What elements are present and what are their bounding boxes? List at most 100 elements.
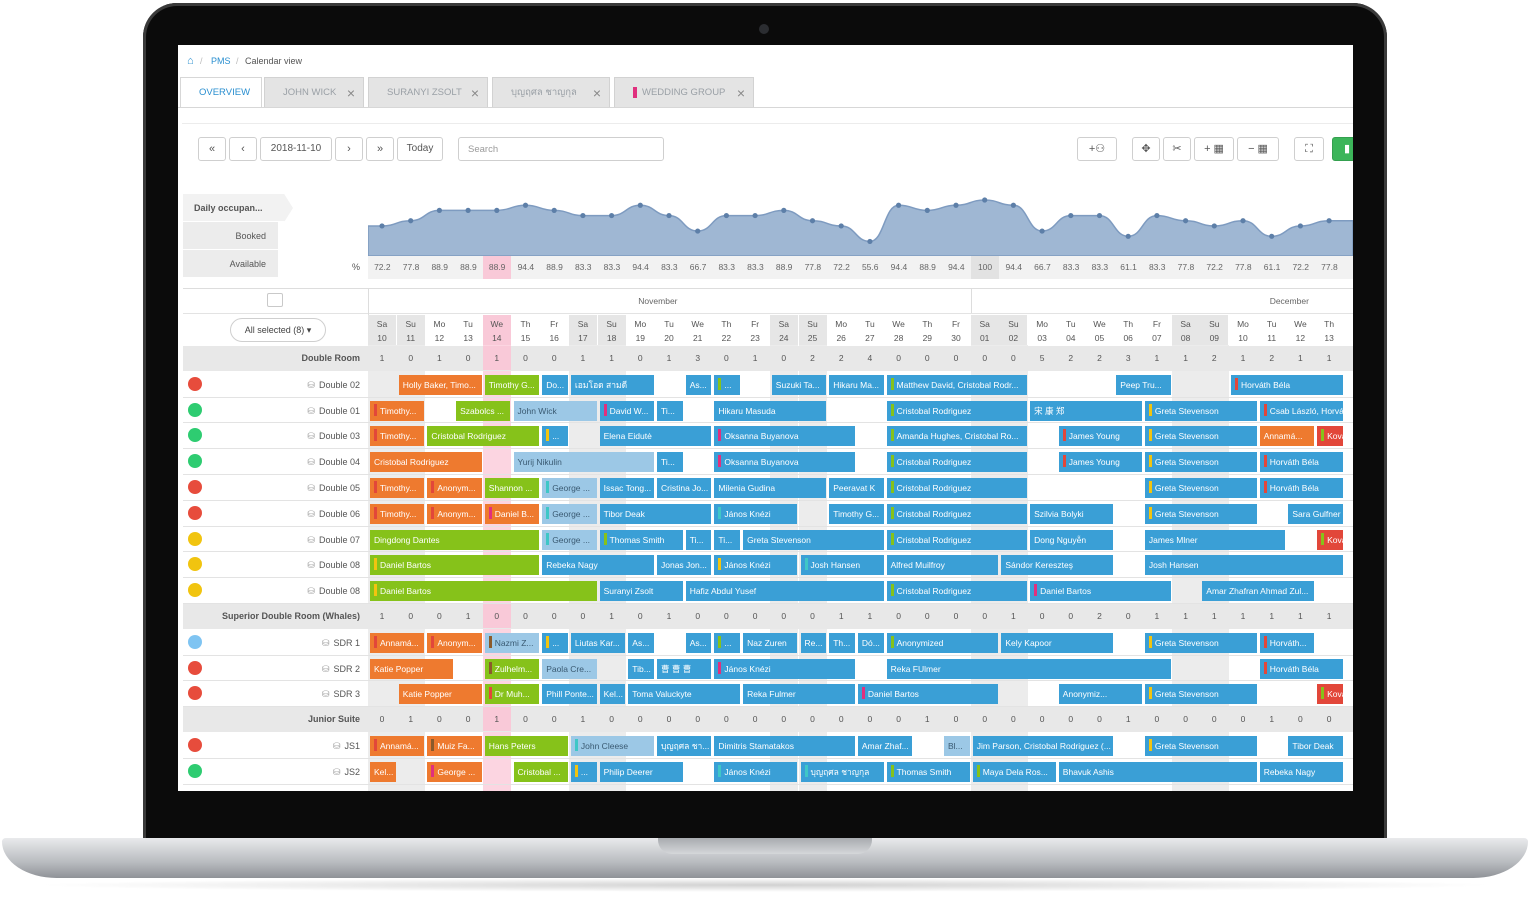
booking-bar[interactable]: Tibor Deak	[599, 503, 712, 524]
close-icon[interactable]: ×	[346, 85, 355, 101]
add-guest-button[interactable]: +⚇	[1077, 137, 1117, 161]
booking-bar[interactable]: James Young	[1058, 452, 1142, 473]
booking-bar[interactable]: Paola Cre...	[542, 658, 597, 679]
booking-bar[interactable]: Kel...	[370, 761, 396, 782]
date-field[interactable]: 2018-11-10	[260, 137, 332, 161]
booking-bar[interactable]: Cristobal ...	[513, 761, 568, 782]
booking-bar[interactable]: Elena Eidutė	[599, 426, 712, 447]
booking-bar[interactable]: Issac Tong...	[599, 478, 654, 498]
booking-bar[interactable]: Katie Popper	[370, 658, 454, 679]
booking-bar[interactable]: John Cleese	[570, 736, 654, 756]
booking-bar[interactable]: Milenia Gudina	[714, 478, 827, 498]
booking-bar[interactable]: Hans Peters	[484, 736, 568, 756]
booking-bar[interactable]: Josh Hansen	[1144, 555, 1343, 576]
booking-bar[interactable]: Sara Gulfner	[1288, 503, 1343, 524]
chevron-left-icon[interactable]: ‹	[229, 137, 257, 161]
booking-bar[interactable]: Re...	[800, 632, 827, 653]
booking-bar[interactable]: János Knézi	[714, 761, 798, 782]
booking-bar[interactable]: Shannon ...	[484, 478, 540, 498]
breadcrumb-pms[interactable]: PMS	[211, 56, 231, 66]
booking-bar[interactable]: Oksanna Buyanova	[714, 426, 855, 447]
booking-bar[interactable]: As...	[685, 632, 712, 653]
tab-john-wick[interactable]: JOHN WICK ×	[264, 77, 364, 107]
booking-bar[interactable]: Greta Stevenson	[1144, 400, 1257, 421]
booking-bar[interactable]: Josh Hansen	[800, 555, 884, 576]
booking-bar[interactable]: George ...	[542, 478, 597, 498]
booking-bar[interactable]: Katie Popper	[398, 684, 482, 705]
booking-bar[interactable]: David W...	[599, 400, 654, 421]
today-button[interactable]: Today	[397, 137, 443, 161]
booking-bar[interactable]: ...	[714, 374, 741, 395]
booking-bar[interactable]: ...	[570, 761, 597, 782]
booking-bar[interactable]: Dimitris Stamatakos	[714, 736, 855, 756]
booking-bar[interactable]: János Knézi	[714, 658, 855, 679]
booking-bar[interactable]: 曹 曹 曹	[657, 658, 712, 679]
booking-bar[interactable]: Cristina Jo...	[657, 478, 712, 498]
search-input[interactable]	[458, 137, 664, 161]
booking-bar[interactable]: Cristobal Rodriguez	[886, 503, 1028, 524]
booking-bar[interactable]: Alfred Muilfroy	[886, 555, 999, 576]
booking-bar[interactable]: Horváth Béla	[1259, 452, 1343, 473]
booking-bar[interactable]: Zulhelm...	[484, 658, 540, 679]
booking-bar[interactable]: Hikaru Masuda	[714, 400, 827, 421]
add-rooms-button[interactable]: + ▦	[1194, 137, 1234, 161]
booking-bar[interactable]: Annamá...	[1259, 426, 1315, 447]
booking-bar[interactable]: Cristobal Rodriguez	[427, 426, 540, 447]
booking-bar[interactable]: ...	[542, 632, 568, 653]
remove-rooms-button[interactable]: − ▦	[1237, 137, 1279, 161]
booking-bar[interactable]: Thomas Smith	[886, 761, 970, 782]
booking-bar[interactable]: Holly Baker, Timo...	[398, 374, 482, 395]
close-icon[interactable]: ×	[736, 85, 745, 101]
booking-bar[interactable]: Timothy G...	[484, 374, 540, 395]
booking-bar[interactable]: บุญฤศล ชา...	[657, 736, 712, 756]
booking-bar[interactable]: ...	[542, 426, 568, 447]
booking-bar[interactable]: Sándor Kereszteş	[1001, 555, 1114, 576]
booking-bar[interactable]: Horváth Béla	[1231, 374, 1343, 395]
booking-bar[interactable]: Cristobal Rodriguez	[370, 452, 482, 473]
booking-bar[interactable]: Anonymiz...	[1058, 684, 1142, 705]
tab-suranyi-zsolt[interactable]: SURANYI ZSOLT ×	[368, 77, 488, 107]
booking-bar[interactable]: Hikaru Ma...	[829, 374, 884, 395]
booking-bar[interactable]: Daniel Bartos	[370, 581, 597, 602]
booking-bar[interactable]: Kovác	[1317, 684, 1343, 705]
booking-bar[interactable]: Horváth Béla	[1259, 478, 1343, 498]
tab-wedding-group[interactable]: WEDDING GROUP ×	[614, 77, 754, 107]
scissors-icon[interactable]: ✂	[1163, 137, 1191, 161]
booking-bar[interactable]: Ti...	[714, 529, 741, 550]
booking-bar[interactable]: Dong Nguyễn	[1030, 529, 1114, 550]
booking-bar[interactable]: Phill Ponte...	[542, 684, 597, 705]
booking-bar[interactable]: Timothy...	[370, 478, 425, 498]
booking-bar[interactable]: Peep Tru...	[1116, 374, 1171, 395]
booking-bar[interactable]: János Knézi	[714, 503, 798, 524]
booking-bar[interactable]: Greta Stevenson	[743, 529, 884, 550]
booking-bar[interactable]: 宋 康 郑	[1030, 400, 1142, 421]
booking-bar[interactable]: Annamá...	[370, 736, 425, 756]
booking-bar[interactable]: เอมโอด สามดี	[570, 374, 654, 395]
room-filter-dropdown[interactable]: All selected (8) ▾	[230, 318, 326, 342]
booking-bar[interactable]: Th...	[829, 632, 855, 653]
booking-bar[interactable]: Peeravat K	[829, 478, 884, 498]
booking-bar[interactable]: James Mlner	[1144, 529, 1286, 550]
booking-bar[interactable]: Dingdong Dantes	[370, 529, 540, 550]
booking-bar[interactable]: Matthew David, Cristobal Rodr...	[886, 374, 1028, 395]
booking-bar[interactable]: Greta Stevenson	[1144, 503, 1257, 524]
booking-bar[interactable]: Kovác	[1317, 426, 1343, 447]
booking-bar[interactable]: Bhavuk Ashis	[1058, 761, 1257, 782]
booking-bar[interactable]: ...	[714, 632, 741, 653]
booking-bar[interactable]: Dr Muh...	[484, 684, 540, 705]
booking-bar[interactable]: Kel...	[599, 684, 626, 705]
booking-bar[interactable]: Timothy...	[370, 426, 425, 447]
double-chevron-left-icon[interactable]: «	[198, 137, 226, 161]
booking-bar[interactable]: Greta Stevenson	[1144, 736, 1257, 756]
booking-bar[interactable]: Rebeka Nagy	[542, 555, 654, 576]
booking-bar[interactable]: Dó...	[857, 632, 884, 653]
booking-bar[interactable]: Suranyi Zsolt	[599, 581, 683, 602]
booking-bar[interactable]: Philip Deerer	[599, 761, 683, 782]
booking-bar[interactable]: Do...	[542, 374, 568, 395]
booking-bar[interactable]: Greta Stevenson	[1144, 478, 1257, 498]
booking-bar[interactable]: Ti...	[657, 452, 683, 473]
booking-bar[interactable]: Reka FUlmer	[886, 658, 1171, 679]
tab-thai-guest[interactable]: บุญฤศล ชาญกุล ×	[492, 77, 610, 107]
fullscreen-icon[interactable]: ⛶	[1294, 137, 1324, 161]
booking-bar[interactable]: Szabolcs ...	[456, 400, 511, 421]
